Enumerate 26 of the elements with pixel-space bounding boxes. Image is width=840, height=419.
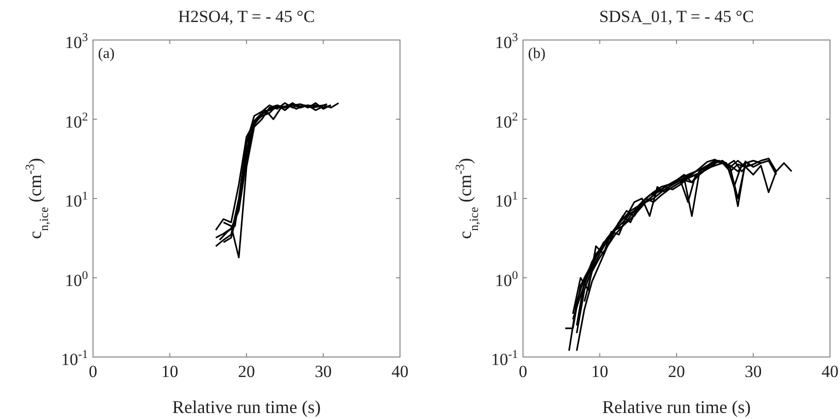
y-tick-label: 10$^{2}$ xyxy=(495,109,518,132)
chart-title: SDSA_01, T = - 45 °C xyxy=(599,7,754,26)
y-tick-label: 10$^{0}$ xyxy=(65,268,88,290)
x-tick-label: 40 xyxy=(392,362,408,381)
x-tick-label: 20 xyxy=(668,362,685,381)
annotation: (a) xyxy=(98,46,115,62)
x-tick-label: 10 xyxy=(591,362,608,381)
y-tick-label: 10$^{-1}$ xyxy=(61,347,88,369)
y-tick-label: 10$^{2}$ xyxy=(65,109,88,132)
y-tick-label: 10$^{-1}$ xyxy=(491,347,518,369)
chart-title: H2SO4, T = - 45 °C xyxy=(178,7,315,26)
x-tick-label: 40 xyxy=(822,362,838,381)
annotation: (b) xyxy=(528,46,546,62)
x-tick-label: 10 xyxy=(161,362,178,381)
y-tick-label: 10$^{0}$ xyxy=(495,268,518,290)
y-tick-label: 10$^{1}$ xyxy=(495,188,518,210)
x-tick-label: 30 xyxy=(314,362,332,381)
x-axis-title: Relative run time (s) xyxy=(172,397,321,417)
x-tick-label: 20 xyxy=(238,362,255,381)
x-tick-label: 30 xyxy=(744,362,762,381)
x-tick-label: 0 xyxy=(88,362,98,381)
x-tick-label: 0 xyxy=(518,362,528,381)
y-tick-label: 10$^{3}$ xyxy=(65,30,88,52)
x-axis-title: Relative run time (s) xyxy=(602,397,751,417)
y-tick-label: 10$^{3}$ xyxy=(495,30,518,52)
y-tick-label: 10$^{1}$ xyxy=(65,188,88,210)
